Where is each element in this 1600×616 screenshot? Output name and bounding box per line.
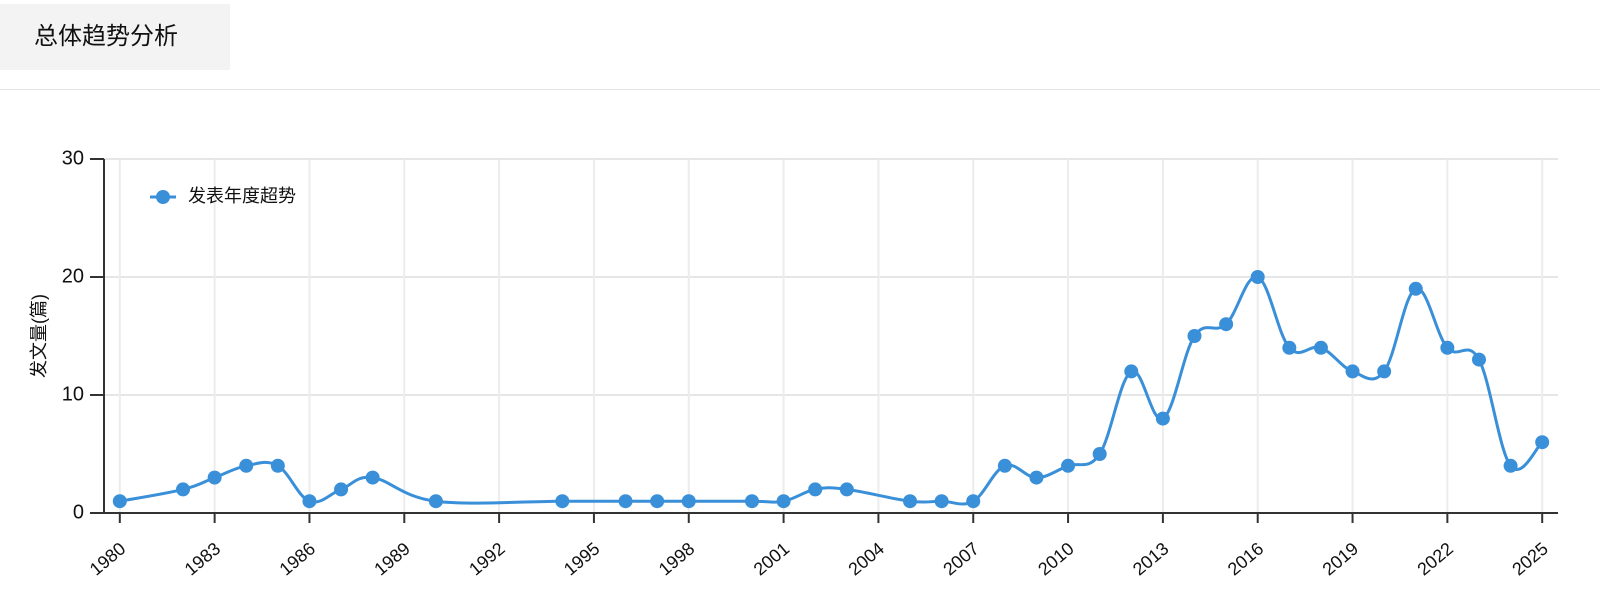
y-tick-label: 0 [73,501,84,523]
point[interactable] [302,494,317,509]
x-tick-label: 2013 [1129,538,1173,579]
point[interactable] [1408,281,1423,296]
x-tick-label: 1983 [181,538,225,579]
x-tick-label: 2019 [1319,538,1363,579]
point[interactable] [1345,364,1360,379]
point[interactable] [239,458,254,473]
point[interactable] [1250,270,1265,284]
legend-label[interactable]: 发表年度超势 [188,186,296,206]
point[interactable] [1155,411,1170,426]
point[interactable] [112,494,127,509]
y-axis-title: 发文量(篇) [29,294,49,378]
point[interactable] [1440,340,1455,355]
x-tick-label: 1986 [276,538,320,579]
point[interactable] [776,494,791,509]
point[interactable] [1313,340,1328,355]
x-tick-label: 1989 [370,538,414,579]
point[interactable] [428,494,443,509]
point[interactable] [176,482,191,497]
point[interactable] [1219,317,1234,332]
legend-marker [156,190,170,204]
x-tick-label: 1980 [86,538,130,579]
point[interactable] [1503,458,1518,473]
point[interactable] [1029,470,1044,485]
y-tick-label: 20 [62,265,84,287]
x-tick-label: 2016 [1224,538,1268,579]
x-tick-label: 2007 [939,538,983,579]
x-tick-label: 2022 [1413,538,1457,579]
tab[interactable]: 总体趋势分析 [0,4,230,70]
point[interactable] [966,494,981,509]
point[interactable] [1471,352,1486,367]
x-tick-label: 2010 [1034,538,1078,579]
point[interactable] [1282,340,1297,355]
x-tick-label: 1995 [560,538,604,579]
x-tick-label: 2025 [1508,538,1552,579]
point[interactable] [1092,447,1107,461]
point[interactable] [934,494,949,509]
point[interactable] [839,482,854,497]
point[interactable] [270,458,285,473]
point[interactable] [681,494,696,509]
point[interactable] [1187,329,1202,343]
y-tick-label: 10 [62,383,84,405]
point[interactable] [808,482,823,497]
point[interactable] [1535,435,1550,450]
point[interactable] [744,494,759,509]
point[interactable] [365,470,380,485]
point[interactable] [334,482,349,497]
x-tick-label: 1998 [655,538,699,579]
point[interactable] [650,494,665,509]
point[interactable] [555,494,570,509]
point[interactable] [997,458,1012,473]
x-tick-label: 2004 [845,538,889,579]
point[interactable] [1377,364,1392,379]
point[interactable] [1124,364,1139,379]
divider [0,89,1600,90]
y-tick-label: 30 [62,147,84,169]
series-line [119,275,1544,506]
x-tick-label: 2001 [750,538,794,579]
point[interactable] [618,494,633,509]
point[interactable] [207,470,222,485]
x-tick-label: 1992 [465,538,509,579]
point[interactable] [1061,458,1076,473]
point[interactable] [903,494,918,509]
